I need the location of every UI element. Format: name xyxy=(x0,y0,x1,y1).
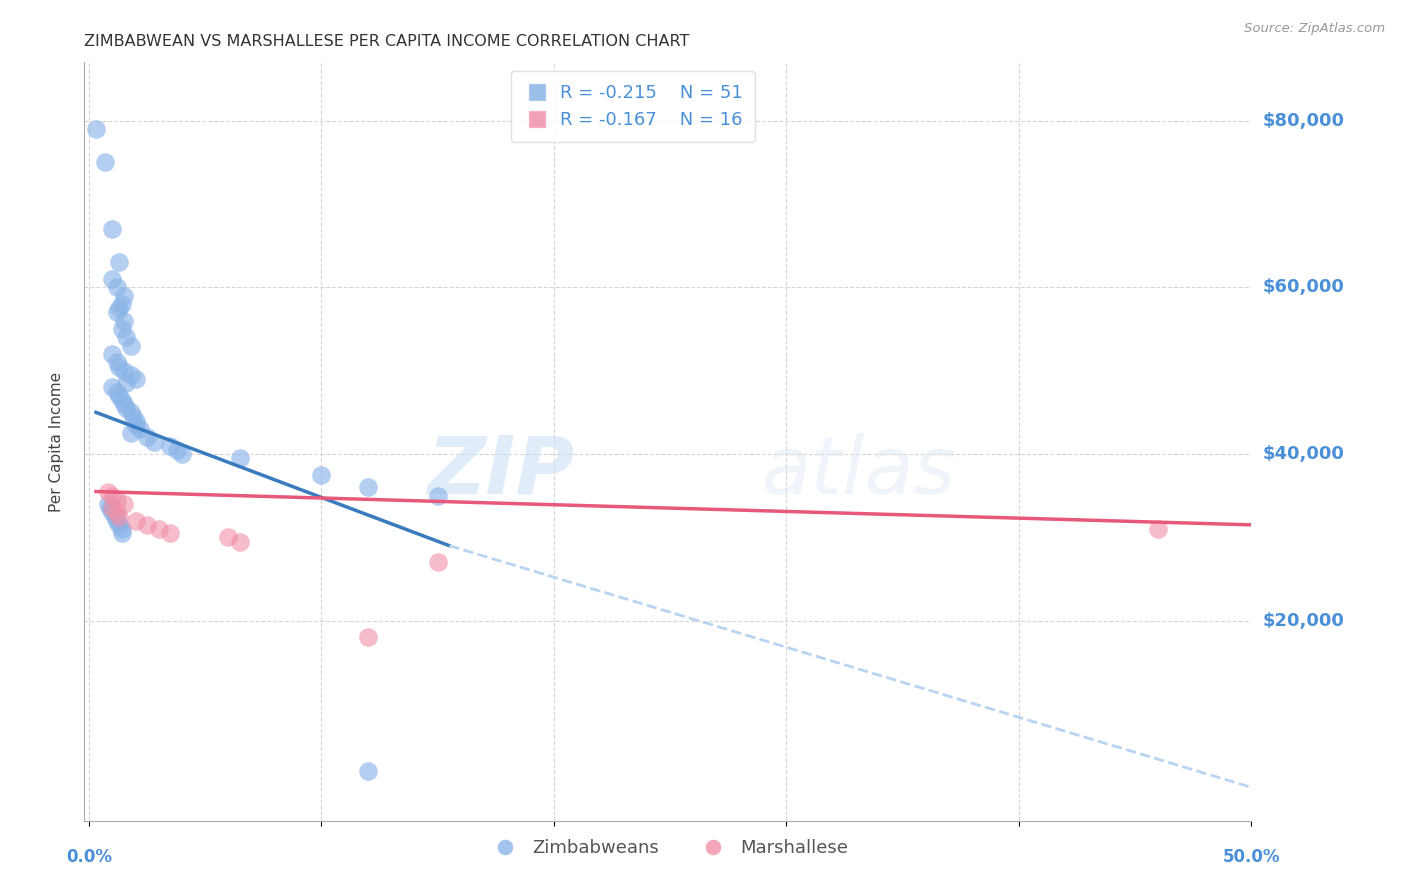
Text: Source: ZipAtlas.com: Source: ZipAtlas.com xyxy=(1244,22,1385,36)
Point xyxy=(426,489,449,503)
Text: 0.0%: 0.0% xyxy=(66,848,112,866)
Point xyxy=(103,509,125,524)
Point xyxy=(101,380,124,394)
Point xyxy=(105,492,128,507)
Point xyxy=(101,222,124,236)
Point xyxy=(115,376,138,391)
Point xyxy=(108,301,131,316)
Point xyxy=(170,447,193,461)
Point xyxy=(159,439,181,453)
Text: atlas: atlas xyxy=(761,433,956,511)
Point xyxy=(110,392,132,407)
Point xyxy=(97,484,120,499)
Point xyxy=(1147,522,1170,536)
Point xyxy=(159,526,181,541)
Point xyxy=(101,272,124,286)
Text: $60,000: $60,000 xyxy=(1263,278,1344,296)
Point xyxy=(120,426,142,441)
Point xyxy=(124,414,146,428)
Point xyxy=(124,514,146,528)
Point xyxy=(112,314,135,328)
Point xyxy=(426,555,449,569)
Point xyxy=(122,409,145,424)
Point xyxy=(124,417,146,432)
Point xyxy=(229,534,252,549)
Legend: Zimbabweans, Marshallese: Zimbabweans, Marshallese xyxy=(479,832,856,864)
Point xyxy=(101,347,124,361)
Point xyxy=(97,497,120,511)
Point xyxy=(84,122,107,136)
Point xyxy=(112,497,135,511)
Point xyxy=(136,430,159,444)
Point xyxy=(112,397,135,411)
Point xyxy=(105,514,128,528)
Point xyxy=(108,517,131,532)
Text: ZIMBABWEAN VS MARSHALLESE PER CAPITA INCOME CORRELATION CHART: ZIMBABWEAN VS MARSHALLESE PER CAPITA INC… xyxy=(84,34,690,49)
Point xyxy=(101,489,124,503)
Point xyxy=(148,522,170,536)
Text: $40,000: $40,000 xyxy=(1263,445,1344,463)
Point xyxy=(129,422,152,436)
Point xyxy=(357,631,380,645)
Point xyxy=(115,330,138,344)
Point xyxy=(98,501,121,516)
Point xyxy=(357,480,380,494)
Point xyxy=(112,289,135,303)
Point xyxy=(108,255,131,269)
Point xyxy=(120,339,142,353)
Point xyxy=(112,364,135,378)
Point xyxy=(115,401,138,416)
Text: $20,000: $20,000 xyxy=(1263,612,1344,630)
Point xyxy=(218,530,240,544)
Point xyxy=(105,355,128,369)
Point xyxy=(120,405,142,419)
Text: 50.0%: 50.0% xyxy=(1223,848,1279,866)
Point xyxy=(105,384,128,399)
Text: ZIP: ZIP xyxy=(427,433,575,511)
Point xyxy=(108,359,131,374)
Point xyxy=(110,522,132,536)
Point xyxy=(166,442,188,457)
Point xyxy=(120,368,142,382)
Point xyxy=(110,297,132,311)
Point xyxy=(101,501,124,516)
Point xyxy=(110,322,132,336)
Y-axis label: Per Capita Income: Per Capita Income xyxy=(49,371,63,512)
Point xyxy=(124,372,146,386)
Point xyxy=(101,505,124,519)
Point xyxy=(311,467,333,482)
Point xyxy=(108,509,131,524)
Point xyxy=(136,517,159,532)
Point xyxy=(108,389,131,403)
Point xyxy=(357,764,380,778)
Point xyxy=(94,155,117,169)
Point xyxy=(105,280,128,294)
Point xyxy=(105,305,128,319)
Point xyxy=(229,451,252,466)
Point xyxy=(105,505,128,519)
Point xyxy=(143,434,166,449)
Point xyxy=(110,526,132,541)
Text: $80,000: $80,000 xyxy=(1263,112,1344,129)
